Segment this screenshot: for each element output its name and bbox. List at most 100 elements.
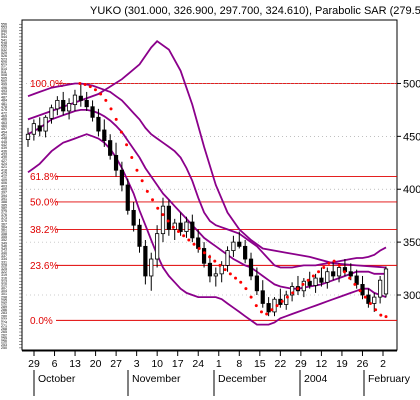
- x-tick-label: 20: [90, 358, 102, 370]
- candle-body: [61, 99, 66, 112]
- bollinger-bands: [27, 40, 387, 326]
- left-tick-label: 331: [1, 260, 7, 264]
- sar-dot: [239, 280, 243, 284]
- candle-body: [31, 123, 36, 135]
- right-tick-label: 400: [403, 184, 420, 196]
- left-tick-label: 262: [1, 333, 7, 337]
- left-tick-label: 295: [1, 298, 7, 302]
- candle-body: [143, 245, 148, 277]
- left-tick-label: 520: [1, 61, 7, 65]
- left-tick-label: 469: [1, 114, 7, 118]
- upper-envelope-line: [27, 40, 387, 269]
- right-axis: 300 350 400 450 500: [22, 78, 420, 302]
- left-tick-label: 541: [1, 38, 7, 42]
- left-tick-label: 415: [1, 172, 7, 176]
- candle-body: [155, 233, 160, 260]
- left-tick-label: 370: [1, 219, 7, 223]
- x-tick-label: 8: [236, 358, 242, 370]
- left-tick-label: 286: [1, 308, 7, 312]
- candle-body: [96, 116, 101, 132]
- left-tick-label: 508: [1, 73, 7, 77]
- left-tick-label: 532: [1, 48, 7, 52]
- left-tick-label: 358: [1, 232, 7, 236]
- x-tick-label: 22: [275, 358, 287, 370]
- left-tick-label: 514: [1, 67, 7, 71]
- left-tick-label: 292: [1, 302, 7, 306]
- candle-body: [43, 116, 48, 132]
- sar-dot: [104, 98, 108, 102]
- sar-dot: [291, 291, 295, 295]
- left-tick-label: 253: [1, 343, 7, 347]
- left-tick-label: 490: [1, 92, 7, 96]
- sar-dot: [156, 206, 160, 210]
- x-tick-label: 29: [295, 358, 307, 370]
- candle-body: [266, 303, 271, 313]
- left-tick-label: 376: [1, 213, 7, 217]
- sar-dot: [166, 219, 170, 223]
- candle-body: [313, 277, 318, 286]
- left-tick-label: 511: [1, 70, 7, 74]
- month-label: October: [38, 373, 76, 385]
- sar-dot: [234, 276, 238, 280]
- candle-body: [254, 275, 259, 292]
- sar-dot: [187, 238, 191, 242]
- left-tick-label: 439: [1, 146, 7, 150]
- candle-body: [55, 99, 60, 110]
- sar-dot: [270, 308, 274, 312]
- sar-dot: [353, 282, 357, 286]
- left-tick-label: 313: [1, 279, 7, 283]
- left-tick-label: 418: [1, 168, 7, 172]
- right-tick-label: 450: [403, 131, 420, 143]
- sar-dot: [228, 272, 232, 276]
- left-tick-label: 526: [1, 54, 7, 58]
- left-tick-label: 499: [1, 83, 7, 87]
- sar-dot: [254, 304, 258, 308]
- sar-dot: [197, 246, 201, 250]
- sar-dot: [119, 130, 123, 134]
- left-tick-label: 409: [1, 178, 7, 182]
- fib-label: 100.0%: [30, 79, 64, 90]
- plot-frame: [21, 19, 398, 351]
- left-tick-label: 394: [1, 194, 7, 198]
- candle-body: [225, 250, 230, 266]
- candle-body: [284, 294, 289, 305]
- left-tick-label: 451: [1, 133, 7, 137]
- candle-body: [131, 209, 136, 226]
- left-tick-label: 421: [1, 165, 7, 169]
- candle-body: [237, 241, 242, 247]
- fib-label: 23.6%: [30, 261, 58, 272]
- x-tick-label: 1: [216, 358, 222, 370]
- sar-dot: [223, 268, 227, 272]
- left-tick-label: 529: [1, 51, 7, 55]
- sar-dot: [259, 310, 263, 314]
- left-tick-label: 385: [1, 203, 7, 207]
- left-tick-label: 538: [1, 41, 7, 45]
- left-tick-label: 322: [1, 270, 7, 274]
- x-tick-label: 3: [134, 358, 140, 370]
- left-tick-label: 484: [1, 99, 7, 103]
- right-tick-label: 500: [403, 78, 420, 90]
- candle-body: [331, 271, 336, 277]
- left-tick-label: 481: [1, 102, 7, 106]
- left-tick-label: 424: [1, 162, 7, 166]
- x-axis: 29 6 13 20 27 3 10 17 24 1 8 15 22 29 12 19 26 2 October No…: [22, 350, 411, 396]
- candle-body: [354, 275, 359, 285]
- x-tick-label: 2: [380, 358, 386, 370]
- left-tick-label: 301: [1, 292, 7, 296]
- sar-dot: [358, 289, 362, 293]
- left-tick-label: 283: [1, 311, 7, 315]
- left-tick-label: 502: [1, 80, 7, 84]
- left-tick-label: 505: [1, 76, 7, 80]
- left-tick-label: 403: [1, 184, 7, 188]
- fib-label: 50.0%: [30, 197, 58, 208]
- sar-dot: [311, 274, 315, 278]
- right-tick-label: 300: [403, 290, 420, 302]
- sar-dot: [161, 213, 165, 217]
- fib-label: 0.0%: [30, 316, 53, 327]
- month-label: November: [132, 373, 181, 385]
- left-tick-label: 277: [1, 318, 7, 322]
- sar-dot: [93, 88, 97, 92]
- sar-dot: [306, 278, 310, 282]
- bb-lower-line: [27, 133, 387, 326]
- sar-dot: [265, 312, 269, 316]
